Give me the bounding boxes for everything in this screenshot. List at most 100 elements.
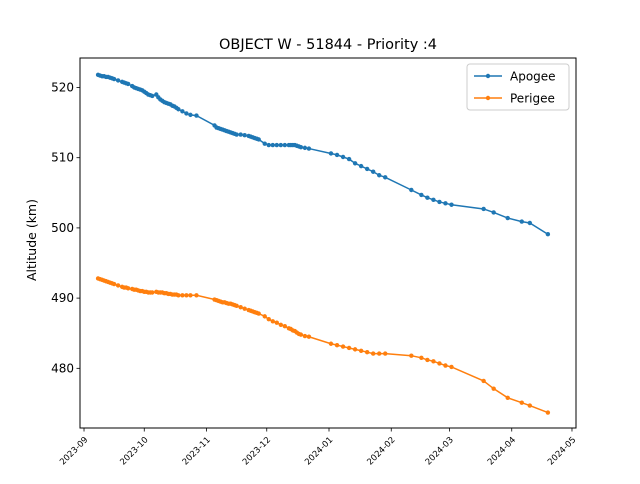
perigee-point [437,361,442,366]
perigee-point [481,378,486,384]
perigee-point [545,410,551,415]
perigee-point [282,324,288,329]
perigee-point [419,355,424,360]
perigee-point [278,322,284,327]
perigee-point [377,351,382,356]
y-axis-label: Altitude (km) [24,199,39,281]
legend: Apogee Perigee [466,63,570,111]
apogee-point [298,144,304,150]
apogee-point [180,109,185,114]
perigee-point [242,306,247,311]
apogee-point [358,163,364,169]
perigee-point [352,347,358,352]
apogee-point [256,137,261,142]
legend-item-perigee: Perigee [474,92,555,106]
apogee-point [328,151,334,156]
perigee-point [302,333,308,339]
apogee-point [234,132,239,137]
x-tick-label: 2024-02 [365,435,397,467]
apogee-point [449,202,454,207]
x-tick-label: 2024-04 [486,435,518,467]
x-tick-label: 2024-05 [546,435,578,467]
perigee-point [358,348,364,353]
apogee-point [274,142,279,148]
apogee-point [481,206,486,212]
x-tick-label: 2024-01 [303,435,335,467]
series-apogee [95,72,551,237]
apogee-point [505,215,510,221]
series-perigee [95,276,551,415]
perigee-point [334,342,340,348]
legend-marker [485,95,491,101]
perigee-point [443,363,448,368]
perigee-point [270,319,275,324]
apogee-point [150,93,155,99]
apogee-point [278,142,284,148]
perigee-point [346,345,352,351]
apogee-point [184,111,189,116]
perigee-point [125,286,131,291]
perigee-point [111,281,117,287]
apogee-point [491,210,496,215]
y-tick-label: 510 [51,151,74,165]
perigee-point [188,293,193,298]
perigee-point [328,341,334,346]
perigee-point [425,357,430,363]
perigee-point [364,349,370,355]
y-tick-label: 520 [51,80,74,94]
apogee-point [188,112,193,118]
series-layer [95,72,551,415]
perigee-point [519,400,524,405]
apogee-point [545,232,551,237]
perigee-point [184,293,189,298]
apogee-point [125,81,131,87]
apogee-point [194,113,199,118]
apogee-point [377,173,382,178]
apogee-point [242,133,247,138]
legend-label: Apogee [510,70,556,84]
perigee-point [180,293,185,298]
perigee-point [527,403,533,408]
y-tick-label: 490 [51,291,74,305]
perigee-point [150,290,155,295]
apogee-point [266,142,271,148]
x-tick-label: 2023-09 [58,435,90,467]
apogee-point [352,161,358,166]
perigee-point [115,283,121,288]
perigee-line [97,277,549,414]
perigee-point [370,351,376,356]
perigee-point [505,395,510,401]
perigee-point [431,359,436,364]
x-tick-label: 2023-10 [118,435,150,467]
apogee-point [111,76,117,82]
y-tick-label: 480 [51,361,74,375]
perigee-point [274,320,279,325]
perigee-point [306,334,312,339]
apogee-point [270,142,275,148]
perigee-point [383,351,388,356]
x-tick-label: 2023-11 [181,435,213,467]
perigee-point [176,293,181,298]
apogee-point [431,197,436,203]
plot-area-frame [79,57,577,429]
apogee-point [346,156,352,162]
perigee-point [194,293,199,298]
apogee-point [238,132,243,137]
apogee-point [340,154,346,160]
perigee-point [238,305,243,310]
apogee-point [302,145,308,151]
apogee-point [334,152,340,158]
apogee-point [527,220,533,226]
apogee-point [115,78,121,83]
apogee-point [437,199,442,205]
perigee-point [256,311,261,316]
legend-marker [485,73,491,79]
legend-label: Perigee [510,92,555,106]
x-tick-label: 2023-12 [241,435,273,467]
apogee-point [409,187,414,193]
apogee-point [306,146,312,151]
apogee-point [383,175,388,180]
legend-item-apogee: Apogee [474,70,556,84]
